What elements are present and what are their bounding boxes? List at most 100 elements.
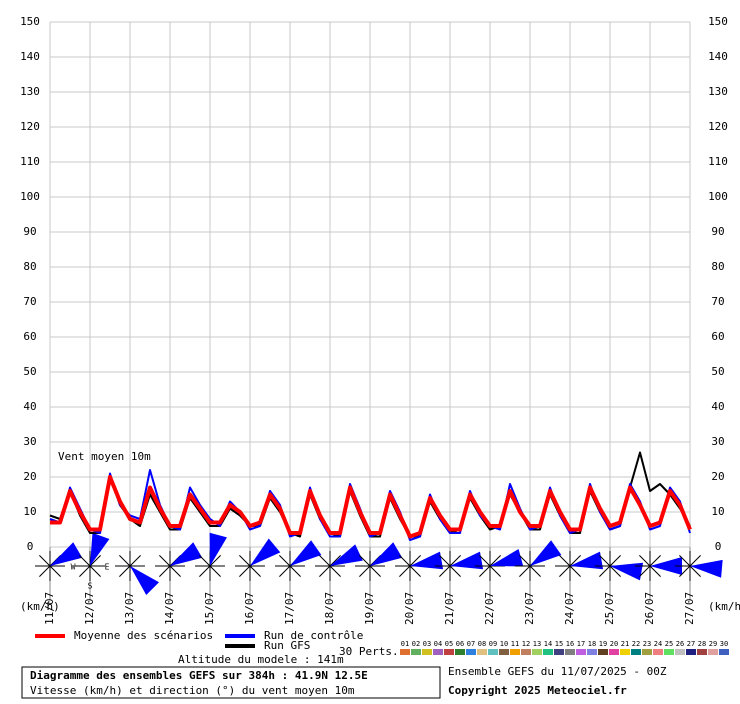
wind-arrow xyxy=(330,544,363,566)
pert-label: 27 xyxy=(687,640,695,648)
y-tick-label: 10 xyxy=(23,505,36,518)
wind-arrow xyxy=(370,542,403,566)
y-unit: (km/h) xyxy=(20,600,60,613)
y-tick-label: 90 xyxy=(711,225,724,238)
y-tick-label: 30 xyxy=(711,435,724,448)
pert-swatch xyxy=(532,649,542,655)
pert-swatch xyxy=(631,649,641,655)
wind-arrow xyxy=(410,551,444,570)
pert-label: 07 xyxy=(467,640,475,648)
wind-arrow xyxy=(650,557,682,575)
pert-label: 15 xyxy=(555,640,563,648)
altitude: Altitude du modele : 141m xyxy=(178,653,344,666)
y-tick-label: 80 xyxy=(23,260,36,273)
pert-label: 22 xyxy=(632,640,640,648)
y-tick-label: 20 xyxy=(711,470,724,483)
y-tick-label: 20 xyxy=(23,470,36,483)
pert-swatch xyxy=(521,649,531,655)
pert-label: 03 xyxy=(423,640,431,648)
pert-swatch xyxy=(642,649,652,655)
pert-swatch xyxy=(565,649,575,655)
copyright: Copyright 2025 Meteociel.fr xyxy=(448,684,627,697)
wind-arrow xyxy=(209,532,227,566)
y-tick-label: 50 xyxy=(711,365,724,378)
wind-arrow xyxy=(50,542,83,566)
pert-swatch xyxy=(477,649,487,655)
pert-label: 24 xyxy=(654,640,662,648)
y-tick-label: 90 xyxy=(23,225,36,238)
wind-arrow xyxy=(490,549,524,567)
pert-label: 09 xyxy=(489,640,497,648)
legend-label: Run GFS xyxy=(264,639,310,652)
y-tick-label: 110 xyxy=(708,155,728,168)
pert-swatch xyxy=(576,649,586,655)
y-tick-label: 120 xyxy=(708,120,728,133)
pert-swatch xyxy=(609,649,619,655)
wind-arrow xyxy=(530,540,562,566)
y-tick-label: 150 xyxy=(708,15,728,28)
y-tick-label: 150 xyxy=(20,15,40,28)
y-tick-label: 40 xyxy=(23,400,36,413)
y-tick-label: 100 xyxy=(20,190,40,203)
pert-swatch xyxy=(433,649,443,655)
pert-swatch xyxy=(719,649,729,655)
pert-swatch xyxy=(411,649,421,655)
x-tick-label: 12/07 xyxy=(83,592,96,625)
pert-label: 16 xyxy=(566,640,574,648)
pert-swatch xyxy=(697,649,707,655)
pert-label: 13 xyxy=(533,640,541,648)
wind-arrow xyxy=(610,562,644,581)
pert-label: 28 xyxy=(698,640,706,648)
y-tick-label: 80 xyxy=(711,260,724,273)
chart-subtitle: Vitesse (km/h) et direction (°) du vent … xyxy=(30,684,355,697)
y-tick-label: 140 xyxy=(708,50,728,63)
pert-swatch xyxy=(653,649,663,655)
pert-label: 04 xyxy=(434,640,442,648)
x-tick-label: 21/07 xyxy=(443,592,456,625)
y-tick-label: 10 xyxy=(711,505,724,518)
title-box xyxy=(21,666,441,699)
y-tick-label: 130 xyxy=(20,85,40,98)
pert-label: 08 xyxy=(478,640,486,648)
pert-swatch xyxy=(422,649,432,655)
pert-label: 11 xyxy=(511,640,519,648)
wind-arrow xyxy=(130,566,159,595)
wind-arrow xyxy=(170,542,203,566)
y-tick-label: 0 xyxy=(27,540,34,553)
y-tick-label: 70 xyxy=(711,295,724,308)
pert-label: 14 xyxy=(544,640,552,648)
x-tick-label: 16/07 xyxy=(243,592,256,625)
pert-label: 01 xyxy=(401,640,409,648)
pert-label: 12 xyxy=(522,640,530,648)
pert-label: 19 xyxy=(599,640,607,648)
x-tick-label: 22/07 xyxy=(483,592,496,625)
pert-label: 17 xyxy=(577,640,585,648)
x-tick-label: 11/07 xyxy=(43,592,56,625)
pert-swatch xyxy=(708,649,718,655)
legend-perts: 30 Perts. xyxy=(339,645,399,658)
x-tick-label: 26/07 xyxy=(643,592,656,625)
x-tick-label: 18/07 xyxy=(323,592,336,625)
compass-label: S xyxy=(88,582,93,591)
x-tick-label: 27/07 xyxy=(683,592,696,625)
wind-arrow xyxy=(290,540,322,566)
pert-swatch xyxy=(598,649,608,655)
pert-swatch xyxy=(675,649,685,655)
run-info: Ensemble GEFS du 11/07/2025 - 00Z xyxy=(448,665,667,678)
pert-label: 20 xyxy=(610,640,618,648)
annotation: Vent moyen 10m xyxy=(58,450,151,463)
x-tick-label: 25/07 xyxy=(603,592,616,625)
pert-swatch xyxy=(455,649,465,655)
pert-swatch xyxy=(466,649,476,655)
x-tick-label: 20/07 xyxy=(403,592,416,625)
pert-swatch xyxy=(587,649,597,655)
wind-arrow xyxy=(250,538,281,566)
pert-label: 02 xyxy=(412,640,420,648)
y-unit: (km/h) xyxy=(708,600,740,613)
y-tick-label: 130 xyxy=(708,85,728,98)
y-tick-label: 40 xyxy=(711,400,724,413)
x-tick-label: 24/07 xyxy=(563,592,576,625)
x-tick-label: 23/07 xyxy=(523,592,536,625)
pert-label: 18 xyxy=(588,640,596,648)
